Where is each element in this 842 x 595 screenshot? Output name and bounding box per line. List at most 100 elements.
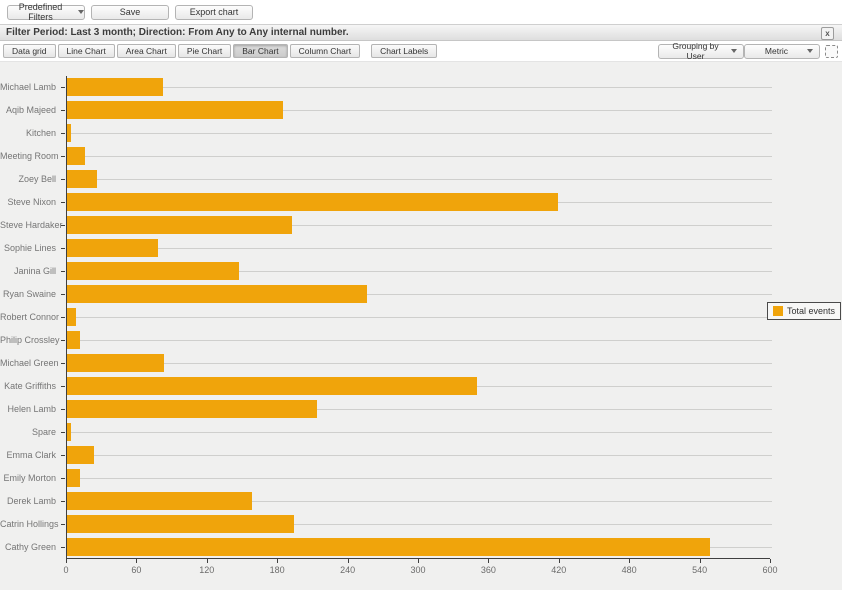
chevron-down-icon xyxy=(807,49,813,53)
x-axis-tick-label: 540 xyxy=(692,565,708,575)
category-gridline xyxy=(67,225,772,226)
chart-type-tabbar: Data grid Line Chart Area Chart Pie Chart Ba… xyxy=(0,41,842,61)
filter-bar: Filter Period: Last 3 month; Direction: … xyxy=(0,24,842,41)
x-axis-tick xyxy=(770,559,771,563)
category-tick xyxy=(61,524,65,525)
bar-emily-morton[interactable] xyxy=(67,469,80,487)
category-tick xyxy=(61,294,65,295)
category-label: Aqib Majeed xyxy=(5,105,56,115)
category-gridline xyxy=(67,271,772,272)
x-axis: 0 60 120 180 240 300 360 420 480 540 600 xyxy=(63,559,778,579)
category-tick xyxy=(61,133,65,134)
bar-spare[interactable] xyxy=(67,423,71,441)
bar-cathy-green[interactable] xyxy=(67,538,711,556)
x-axis-tick-label: 360 xyxy=(480,565,496,575)
category-label: Kate Griffiths xyxy=(4,381,56,391)
top-toolbar: Predefined Filters Save Export chart xyxy=(0,0,842,24)
category-label: Emily Morton xyxy=(3,473,56,483)
x-axis-tick xyxy=(418,559,419,563)
bar-chart: Michael Lamb Aqib Majeed Kitchen Meeting Ro… xyxy=(0,61,842,590)
fullscreen-icon[interactable] xyxy=(825,44,838,58)
chart-labels-button[interactable]: Chart Labels xyxy=(371,44,438,58)
bar-meeting-room[interactable] xyxy=(67,147,85,165)
bar-sophie-lines[interactable] xyxy=(67,239,159,257)
category-gridline xyxy=(67,110,772,111)
tab-bar-chart[interactable]: Bar Chart xyxy=(233,44,288,58)
category-gridline xyxy=(67,248,772,249)
x-axis-tick-label: 600 xyxy=(762,565,778,575)
category-label: Meeting Room xyxy=(0,151,59,161)
category-gridline xyxy=(67,294,772,295)
category-tick xyxy=(61,87,65,88)
legend[interactable]: Total events xyxy=(766,302,841,320)
bar-derek-lamb[interactable] xyxy=(67,492,253,510)
x-axis-tick-label: 480 xyxy=(621,565,637,575)
bar-steve-nixon[interactable] xyxy=(67,193,558,211)
category-tick xyxy=(61,317,65,318)
grouping-dropdown[interactable]: Grouping by User xyxy=(658,41,744,61)
category-label: Zoey Bell xyxy=(18,174,56,184)
chevron-down-icon xyxy=(731,49,737,53)
bar-kate-griffiths[interactable] xyxy=(67,377,478,395)
category-label: Sophie Lines xyxy=(3,243,56,253)
x-axis-tick xyxy=(277,559,279,563)
x-axis-tick-label: 120 xyxy=(199,565,215,575)
x-axis-tick xyxy=(488,559,490,563)
bar-helen-lamb[interactable] xyxy=(67,400,317,418)
x-axis-tick xyxy=(558,559,560,563)
category-gridline xyxy=(67,156,772,157)
category-label: Derek Lamb xyxy=(6,496,56,506)
category-tick xyxy=(61,271,65,272)
bar-philip-crossley[interactable] xyxy=(67,331,80,349)
x-axis-tick xyxy=(629,559,631,563)
category-label: Steve Nixon xyxy=(7,197,56,207)
x-axis-tick-label: 300 xyxy=(410,565,426,575)
tab-data-grid[interactable]: Data grid xyxy=(3,44,56,58)
bar-michael-green[interactable] xyxy=(67,354,165,372)
grouping-dropdown-value: Grouping by User xyxy=(672,41,719,61)
x-axis-tick xyxy=(699,559,701,563)
bar-zoey-bell[interactable] xyxy=(67,170,98,188)
bar-aqib-majeed[interactable] xyxy=(67,101,283,119)
tab-area-chart[interactable]: Area Chart xyxy=(116,44,176,58)
tab-line-chart[interactable]: Line Chart xyxy=(57,44,115,58)
bar-michael-lamb[interactable] xyxy=(67,78,164,96)
tab-pie-chart[interactable]: Pie Chart xyxy=(177,44,232,58)
bar-robert-connor[interactable] xyxy=(67,308,77,326)
bar-catrin-hollings[interactable] xyxy=(67,515,295,533)
tab-column-chart[interactable]: Column Chart xyxy=(289,44,361,58)
category-label: Michael Green xyxy=(0,358,59,368)
category-tick xyxy=(61,455,65,456)
category-label: Robert Connor xyxy=(0,312,60,322)
bar-kitchen[interactable] xyxy=(67,124,71,142)
x-axis-tick-label: 180 xyxy=(269,565,285,575)
chevron-down-icon xyxy=(78,10,84,14)
export-chart-button[interactable]: Export chart xyxy=(175,4,253,20)
category-tick xyxy=(61,386,65,387)
bar-ryan-swaine[interactable] xyxy=(67,285,367,303)
bar-emma-clark[interactable] xyxy=(67,446,94,464)
x-axis-tick-label: 240 xyxy=(340,565,356,575)
x-axis-tick xyxy=(206,559,208,563)
metric-dropdown[interactable]: Metric xyxy=(744,43,820,59)
remove-filter-icon[interactable]: x xyxy=(821,27,834,40)
category-tick xyxy=(61,225,65,226)
x-axis-tick-label: 420 xyxy=(551,565,567,575)
category-tick xyxy=(61,110,65,111)
category-gridline xyxy=(67,340,772,341)
category-labels: Michael Lamb Aqib Majeed Kitchen Meeting Ro… xyxy=(0,76,66,559)
predefined-filters-label: Predefined Filters xyxy=(18,2,63,22)
category-label: Catrin Hollings xyxy=(0,519,59,529)
category-gridline xyxy=(67,363,772,364)
save-button[interactable]: Save xyxy=(91,4,169,20)
category-gridline xyxy=(67,455,772,456)
plot-area xyxy=(66,76,772,559)
bar-janina-gill[interactable] xyxy=(67,262,240,280)
bar-steve-hardaker[interactable] xyxy=(67,216,292,234)
category-label: Steve Hardaker xyxy=(0,220,63,230)
predefined-filters-button[interactable]: Predefined Filters xyxy=(7,2,85,22)
category-tick xyxy=(61,409,65,410)
x-axis-tick xyxy=(66,559,67,563)
category-label: Philip Crossley xyxy=(0,335,60,345)
category-gridline xyxy=(67,409,772,410)
